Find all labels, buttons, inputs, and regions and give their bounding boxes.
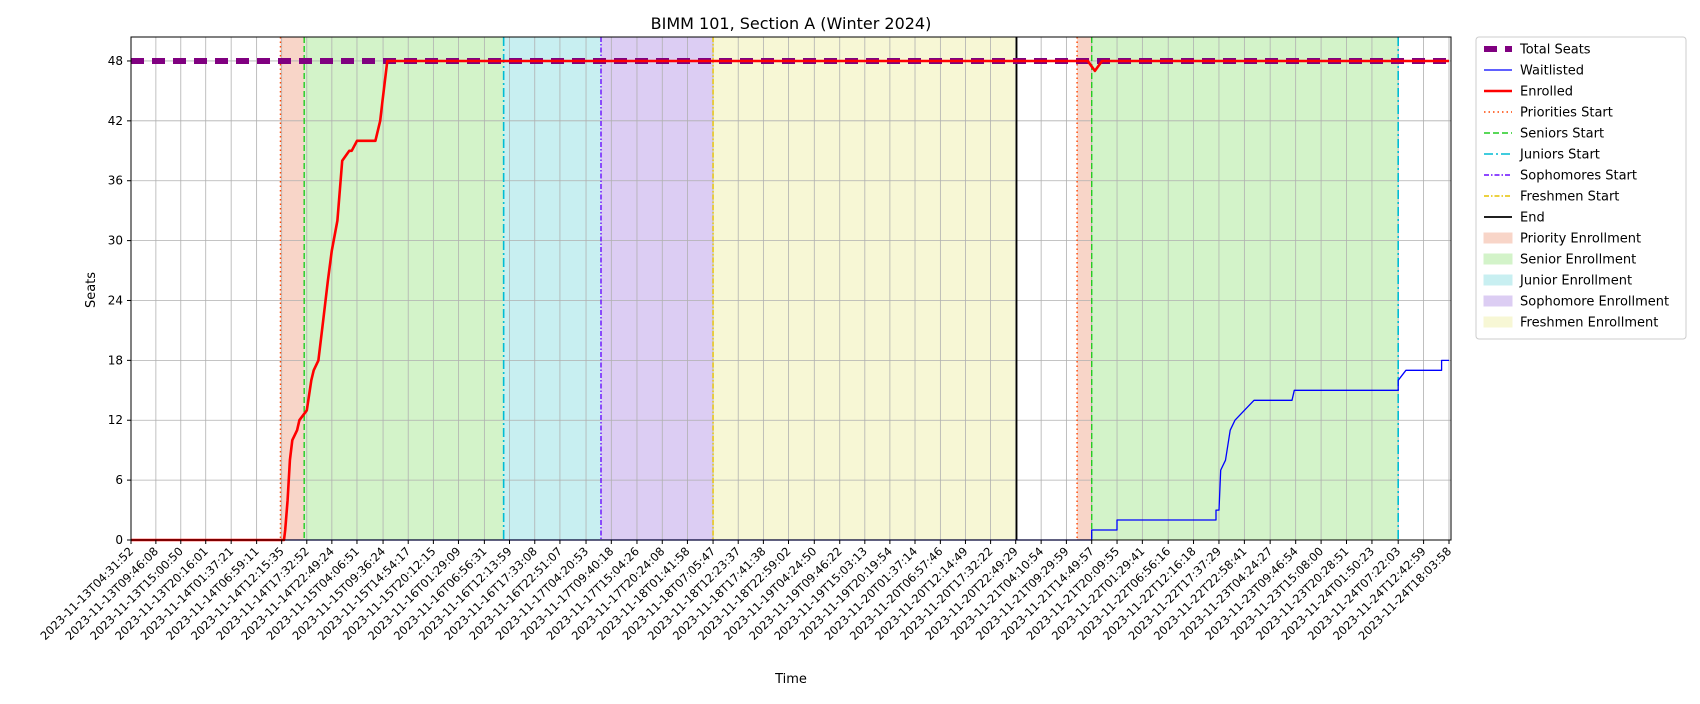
legend-label-total-seats: Total Seats <box>1519 43 1591 58</box>
legend-item-junior-enrollment: Junior Enrollment <box>1483 274 1632 289</box>
region-priority-enrollment-1 <box>280 37 305 540</box>
y-tick-label-0: 0 <box>115 533 123 547</box>
legend-item-senior-enrollment: Senior Enrollment <box>1483 253 1636 268</box>
legend-label-enrolled: Enrolled <box>1520 85 1573 100</box>
y-tick-label-6: 6 <box>115 473 123 487</box>
region-senior-enrollment-2 <box>1091 37 1399 540</box>
legend-swatch-junior-enrollment <box>1483 274 1513 286</box>
y-tick-label-12: 12 <box>108 413 123 427</box>
y-tick-label-18: 18 <box>108 353 123 367</box>
legend-label-sophomores-start: Sophomores Start <box>1520 169 1637 184</box>
legend-swatch-freshmen-enrollment <box>1483 316 1513 328</box>
y-tick-label-36: 36 <box>108 174 123 188</box>
series-enrolled <box>131 59 1449 542</box>
x-axis-label: Time <box>774 672 807 687</box>
series-waitlisted <box>131 359 1449 541</box>
chart-title: BIMM 101, Section A (Winter 2024) <box>651 14 932 33</box>
legend-swatch-priority-enrollment <box>1483 232 1513 244</box>
legend-label-senior-enrollment: Senior Enrollment <box>1520 253 1636 268</box>
legend: Total Seats Waitlisted Enrolled Priorities … <box>1475 36 1687 340</box>
region-priority-enrollment-2 <box>1077 37 1092 540</box>
legend-item-end: End <box>1484 211 1545 226</box>
region-sophomore-enrollment-1 <box>600 37 714 540</box>
y-tick-label-42: 42 <box>108 114 123 128</box>
legend-item-seniors-start: Seniors Start <box>1484 127 1604 142</box>
y-tick-label-24: 24 <box>108 293 123 307</box>
legend-swatch-senior-enrollment <box>1483 253 1513 265</box>
legend-item-priorities-start: Priorities Start <box>1484 106 1613 121</box>
legend-label-juniors-start: Juniors Start <box>1519 148 1600 163</box>
legend-item-waitlisted: Waitlisted <box>1484 64 1584 79</box>
legend-label-junior-enrollment: Junior Enrollment <box>1519 274 1632 289</box>
series-lines <box>131 58 1449 542</box>
legend-label-priority-enrollment: Priority Enrollment <box>1520 232 1641 247</box>
legend-item-enrolled: Enrolled <box>1484 85 1573 100</box>
y-tick-label-48: 48 <box>108 54 123 68</box>
legend-label-sophomore-enrollment: Sophomore Enrollment <box>1520 295 1669 310</box>
legend-item-total-seats: Total Seats <box>1484 43 1591 58</box>
region-senior-enrollment-1 <box>304 37 504 540</box>
legend-label-freshmen-enrollment: Freshmen Enrollment <box>1520 316 1658 331</box>
legend-label-end: End <box>1520 211 1545 226</box>
plot-frame <box>130 36 1452 541</box>
legend-item-freshmen-enrollment: Freshmen Enrollment <box>1483 316 1658 331</box>
legend-item-sophomores-start: Sophomores Start <box>1484 169 1637 184</box>
y-axis-ticks: 0 6 12 18 24 30 36 42 48 <box>108 54 131 547</box>
legend-item-freshmen-start: Freshmen Start <box>1484 190 1619 205</box>
phase-lines <box>279 37 1399 540</box>
y-tick-label-30: 30 <box>108 234 123 248</box>
grid-lines <box>130 37 1451 541</box>
legend-label-waitlisted: Waitlisted <box>1520 64 1584 79</box>
legend-label-priorities-start: Priorities Start <box>1520 106 1613 121</box>
shaded-regions <box>280 37 1399 540</box>
legend-box <box>1475 36 1687 340</box>
legend-item-juniors-start: Juniors Start <box>1484 148 1600 163</box>
legend-label-freshmen-start: Freshmen Start <box>1520 190 1619 205</box>
legend-swatch-sophomore-enrollment <box>1483 295 1513 307</box>
legend-item-sophomore-enrollment: Sophomore Enrollment <box>1483 295 1669 310</box>
legend-item-priority-enrollment: Priority Enrollment <box>1483 232 1641 247</box>
legend-label-seniors-start: Seniors Start <box>1520 127 1604 142</box>
y-axis-label: Seats <box>84 272 99 308</box>
x-axis-ticks: 2023-11-13T04:31:522023-11-13T09:46:0820… <box>37 540 1454 643</box>
